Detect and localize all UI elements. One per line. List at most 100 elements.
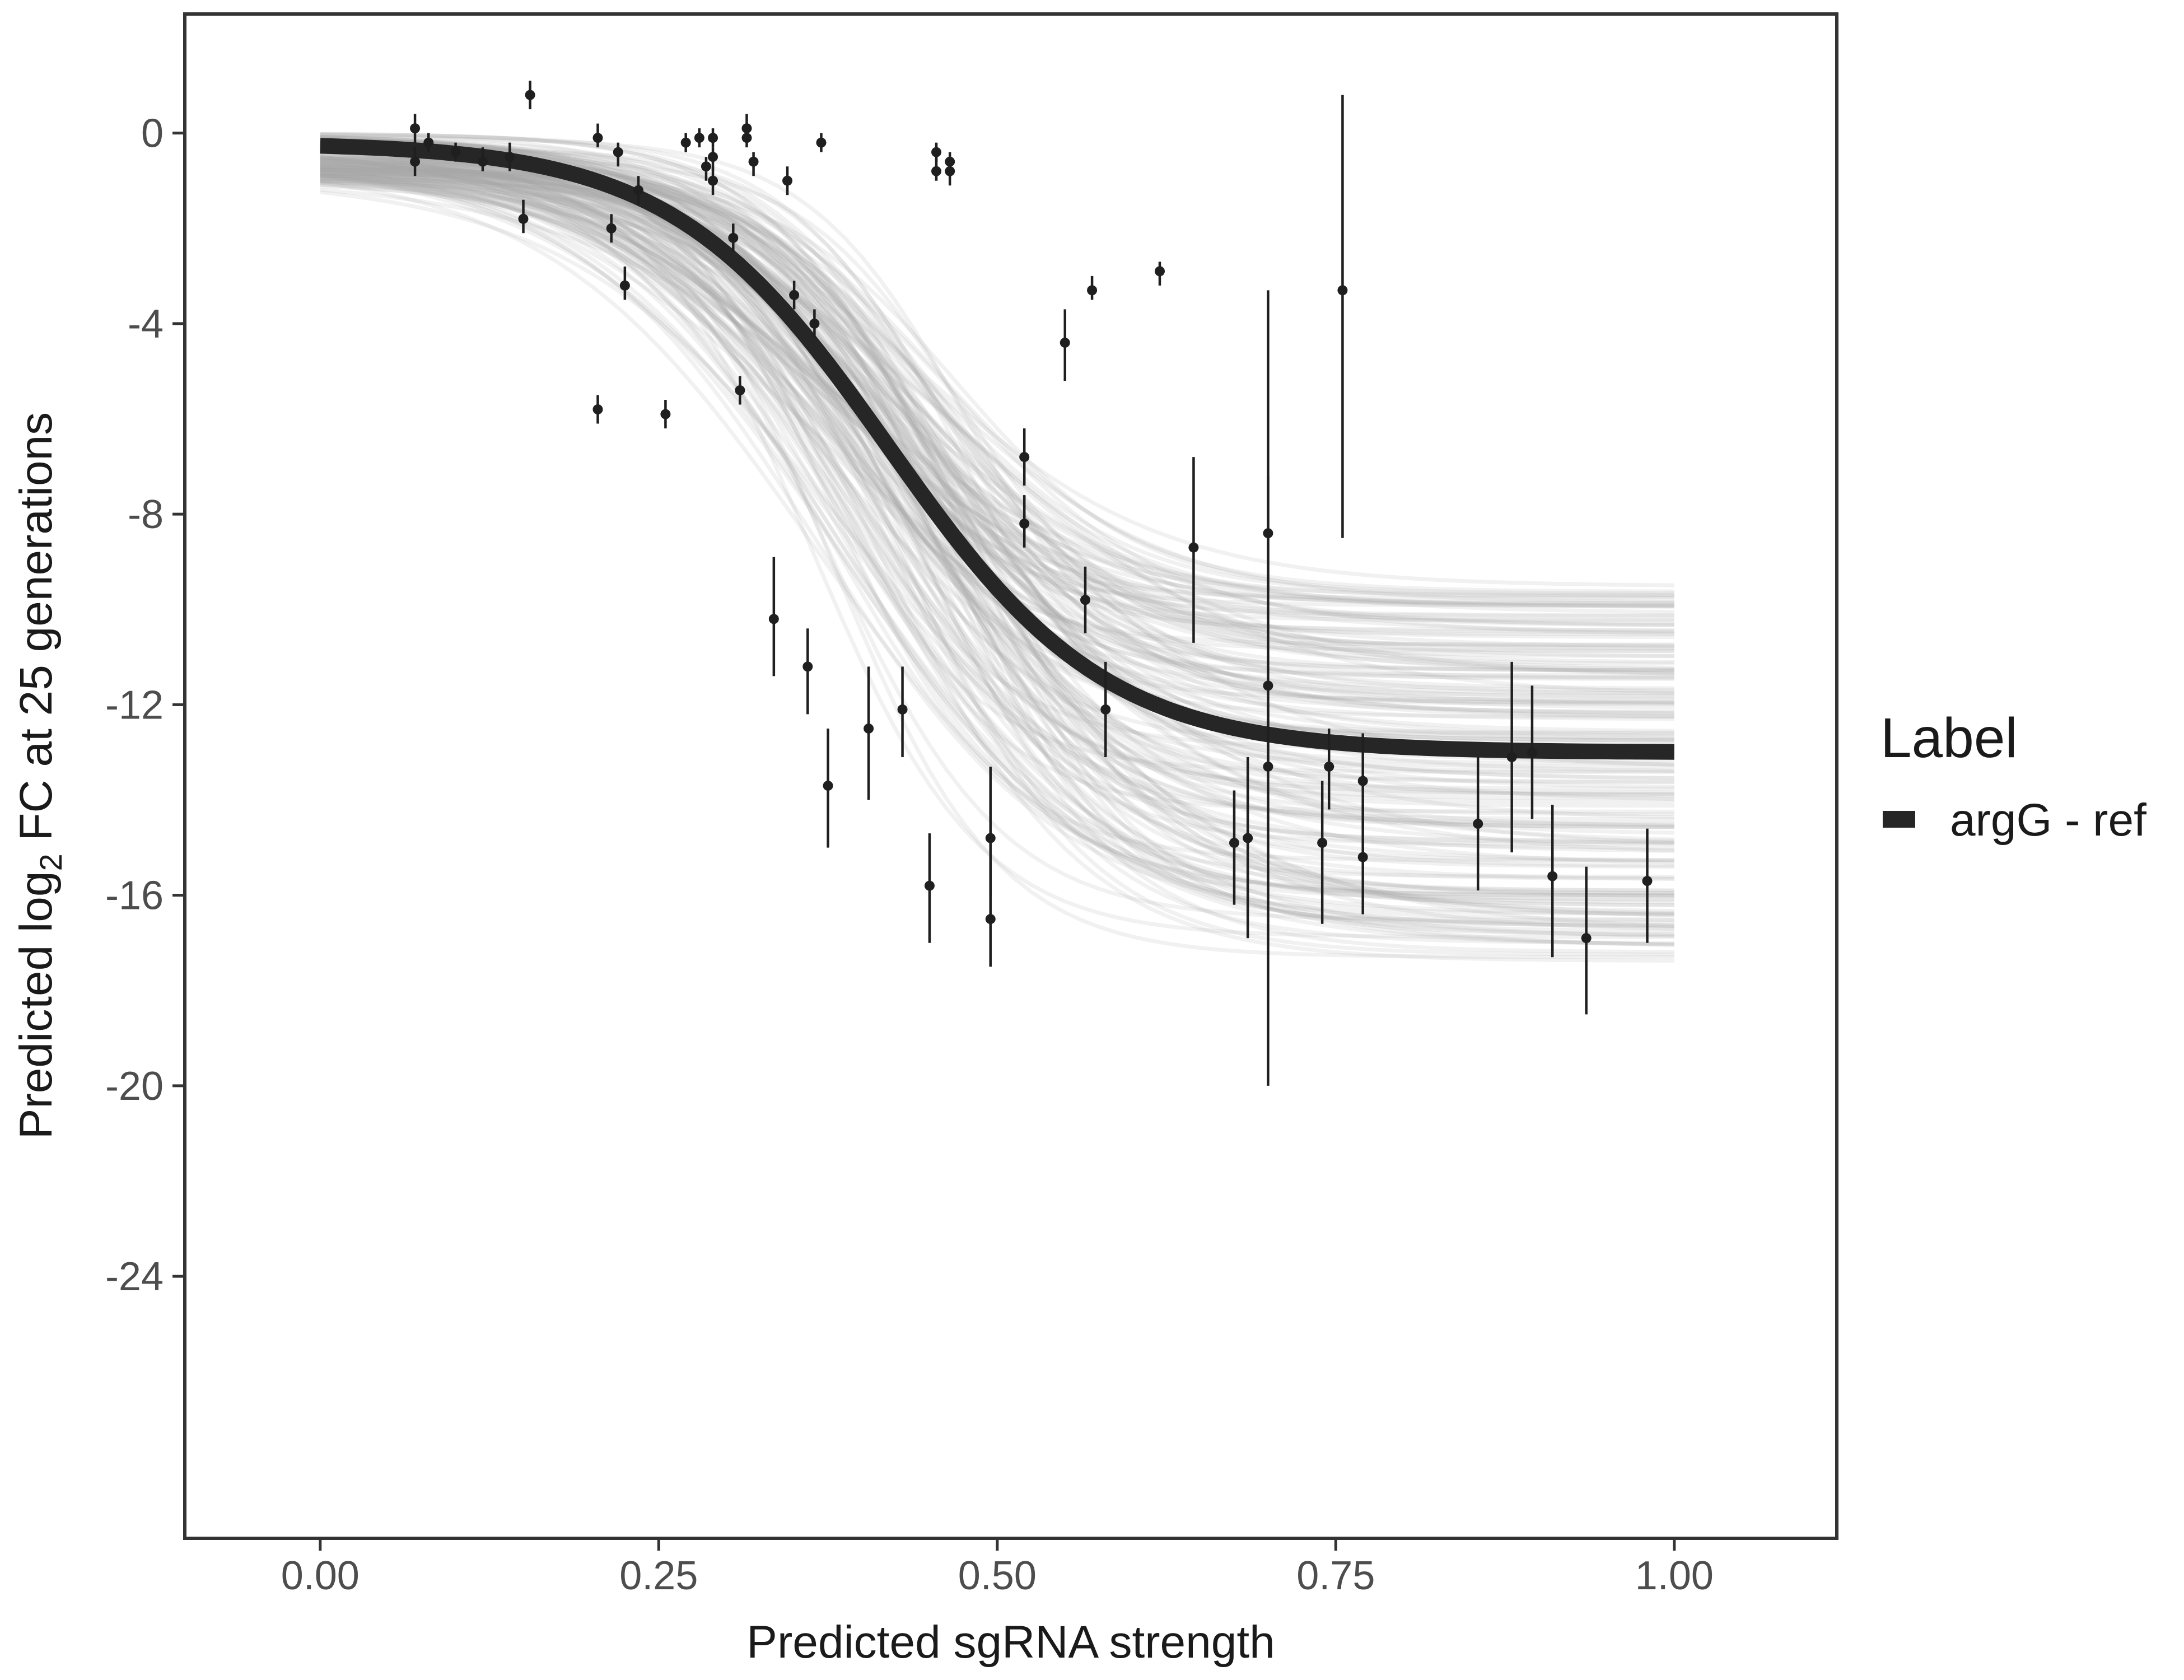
posterior-curve <box>320 132 1674 902</box>
point-marker <box>924 880 935 891</box>
posterior-curve <box>320 137 1674 618</box>
point-marker <box>802 661 813 672</box>
posterior-curve <box>320 136 1674 587</box>
point-marker <box>1357 776 1368 786</box>
point-marker <box>1317 838 1328 848</box>
point-marker <box>450 147 461 157</box>
y-axis-title-prefix: Predicted log <box>11 871 62 1140</box>
posterior-curve <box>320 155 1674 842</box>
point-marker <box>592 404 603 415</box>
posterior-curve <box>320 172 1674 604</box>
data-point <box>1263 290 1273 772</box>
posterior-curve <box>320 164 1674 795</box>
posterior-curve <box>320 171 1674 946</box>
data-point <box>823 728 833 848</box>
point-marker <box>782 175 793 186</box>
data-point <box>1527 685 1537 819</box>
data-point <box>1581 866 1592 1015</box>
legend-key-argg-ref <box>1883 811 1915 828</box>
point-marker <box>1060 337 1070 348</box>
posterior-curve <box>320 174 1674 893</box>
posterior-curve <box>320 150 1674 963</box>
posterior-curve <box>320 139 1674 673</box>
posterior-curve <box>320 172 1674 835</box>
point-marker <box>592 133 603 143</box>
data-point <box>1188 457 1199 643</box>
posterior-curve <box>320 180 1674 666</box>
posterior-curve <box>320 143 1674 636</box>
legend: Label argG - ref <box>1880 707 2146 846</box>
point-marker <box>1642 876 1653 886</box>
point-marker <box>945 166 955 176</box>
posterior-curve <box>320 158 1674 915</box>
point-marker <box>748 156 759 167</box>
point-marker <box>931 166 942 176</box>
data-point <box>1100 661 1111 757</box>
data-points <box>410 81 1653 1086</box>
posterior-curve <box>320 174 1674 922</box>
data-point <box>1243 757 1253 939</box>
posterior-curve <box>320 180 1674 929</box>
y-tick-label: -20 <box>105 1064 164 1109</box>
y-tick-label: -16 <box>105 874 164 918</box>
y-tick-label: -12 <box>105 683 164 727</box>
data-point <box>728 223 739 253</box>
posterior-curve <box>320 171 1674 632</box>
posterior-curve <box>320 146 1674 773</box>
x-axis-ticks: 0.00 0.25 0.50 0.75 1.00 <box>281 1540 1714 1598</box>
posterior-curve <box>320 164 1674 637</box>
data-point <box>423 133 434 152</box>
point-marker <box>1019 452 1030 463</box>
posterior-curve <box>320 169 1674 916</box>
posterior-curve <box>320 158 1674 939</box>
data-point <box>741 128 752 148</box>
posterior-curve <box>320 140 1674 742</box>
data-point <box>694 128 704 148</box>
data-point <box>1337 95 1348 538</box>
data-point <box>592 395 603 424</box>
point-marker <box>741 133 752 143</box>
data-point <box>525 81 535 110</box>
posterior-curve <box>320 136 1674 707</box>
posterior-curve <box>320 168 1674 936</box>
point-marker <box>633 185 644 195</box>
y-axis-title-subscript: 2 <box>33 853 68 871</box>
data-point <box>768 557 779 676</box>
posterior-curve <box>320 167 1674 773</box>
point-marker <box>789 290 800 300</box>
posterior-curve <box>320 162 1674 696</box>
posterior-curve <box>320 138 1674 599</box>
posterior-curve <box>320 172 1674 676</box>
point-marker <box>708 133 718 143</box>
posterior-curve <box>320 153 1674 718</box>
x-tick-label: 0.25 <box>619 1553 698 1598</box>
posterior-curve <box>320 172 1674 929</box>
legend-label-argg-ref: argG - ref <box>1950 795 2146 846</box>
point-marker <box>1243 833 1253 843</box>
posterior-curve <box>320 146 1674 825</box>
point-marker <box>1229 838 1239 848</box>
point-marker <box>735 385 745 395</box>
data-point <box>450 142 461 162</box>
fit-curve-layer <box>320 138 1674 760</box>
posterior-curve <box>320 143 1674 618</box>
point-marker <box>606 223 617 234</box>
x-tick-label: 0.00 <box>281 1553 360 1598</box>
posterior-curve <box>320 183 1674 609</box>
point-marker <box>613 147 623 157</box>
point-marker <box>1324 761 1334 772</box>
posterior-curve <box>320 168 1674 959</box>
posterior-curve <box>320 156 1674 733</box>
point-marker <box>864 723 874 734</box>
data-point <box>708 128 718 148</box>
point-marker <box>518 213 529 224</box>
point-marker <box>423 137 434 148</box>
data-point <box>1154 262 1165 286</box>
posterior-curve <box>320 169 1674 881</box>
data-point <box>660 400 671 429</box>
data-point <box>1080 566 1090 633</box>
y-tick-label: 0 <box>141 111 164 156</box>
posterior-curve <box>320 173 1674 762</box>
point-marker <box>1263 761 1273 772</box>
